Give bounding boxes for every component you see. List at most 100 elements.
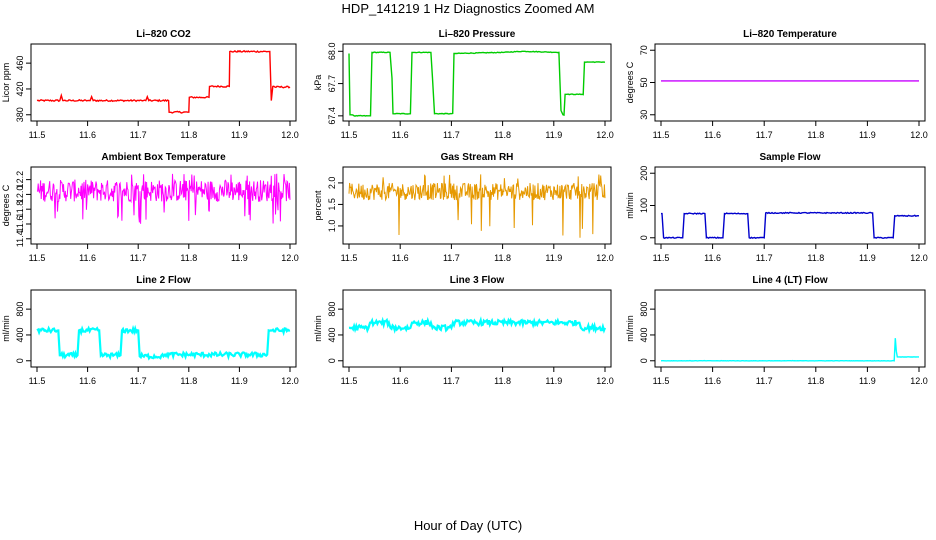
- x-tick-label: 12.0: [596, 253, 614, 263]
- x-tick-label: 11.9: [231, 376, 248, 386]
- x-tick-label: 11.6: [392, 376, 409, 386]
- y-axis-label: degrees C: [1, 184, 11, 226]
- x-tick-label: 11.9: [545, 253, 562, 263]
- x-tick-label: 11.8: [807, 253, 824, 263]
- panel-5: Gas Stream RH percent 11.5 11.6 11.7 11.8 11.9…: [313, 152, 614, 263]
- series-line: [661, 211, 920, 240]
- plot-frame: [654, 166, 926, 245]
- x-tick-label: 11.5: [29, 376, 46, 386]
- plot-frame: [342, 166, 612, 245]
- x-tick-label: 11.7: [130, 376, 147, 386]
- x-tick-label: 11.7: [443, 130, 460, 140]
- series-line: [36, 173, 291, 224]
- x-tick-label: 11.8: [180, 130, 197, 140]
- x-tick-label: 11.7: [443, 253, 460, 263]
- x-tick-label: 11.7: [756, 376, 773, 386]
- x-tick-label: 11.6: [79, 376, 96, 386]
- panel-title: Line 3 Flow: [450, 275, 505, 286]
- y-tick-label: 12.0: [15, 186, 25, 204]
- y-axis-label: kPa: [313, 75, 323, 91]
- y-tick-label: 67.7: [327, 75, 337, 93]
- plot-frame: [654, 43, 926, 122]
- x-tick-label: 11.5: [341, 253, 358, 263]
- x-tick-label: 11.8: [807, 130, 824, 140]
- panel-4: Ambient Box Temperature degrees C 11.5 11.6…: [1, 152, 299, 263]
- panel-title: Li–820 Pressure: [439, 29, 516, 40]
- plot-frame: [342, 289, 612, 368]
- plot-frame: [30, 166, 297, 245]
- y-tick-label: 460: [15, 56, 25, 71]
- y-tick-label: 50: [639, 77, 649, 87]
- y-tick-label: 380: [15, 107, 25, 122]
- y-axis-label: ml/min: [1, 315, 11, 342]
- series-line: [348, 174, 606, 238]
- page-title: HDP_141219 1 Hz Diagnostics Zoomed AM: [341, 1, 595, 16]
- x-tick-label: 12.0: [281, 376, 299, 386]
- y-tick-label: 400: [15, 327, 25, 342]
- y-tick-label: 11.8: [15, 201, 25, 218]
- panel-title: Li–820 CO2: [136, 29, 191, 40]
- y-tick-label: 67.4: [327, 107, 337, 125]
- y-tick-label: 400: [327, 327, 337, 342]
- series-line: [348, 316, 607, 335]
- panel-9: Line 4 (LT) Flow ml/min 11.5 11.6 11.7 11.8 11…: [625, 275, 928, 386]
- x-tick-label: 11.6: [392, 253, 409, 263]
- panel-title: Line 4 (LT) Flow: [752, 275, 828, 286]
- y-tick-label: 800: [327, 302, 337, 317]
- x-tick-label: 11.9: [545, 376, 562, 386]
- y-tick-label: 11.6: [15, 216, 25, 233]
- x-tick-label: 11.8: [494, 130, 511, 140]
- plot-frame: [342, 43, 612, 122]
- x-tick-label: 11.5: [653, 130, 670, 140]
- x-tick-label: 11.9: [859, 130, 876, 140]
- x-tick-label: 11.8: [494, 253, 511, 263]
- x-tick-label: 11.7: [756, 253, 773, 263]
- panel-1: Li–820 CO2 Licor ppm 11.5 11.6 11.7 11.8 11.9 1…: [1, 29, 299, 140]
- y-tick-label: 1.0: [327, 220, 337, 233]
- y-axis-label: ml/min: [625, 315, 635, 342]
- x-tick-label: 11.8: [807, 376, 824, 386]
- x-tick-label: 11.6: [79, 253, 96, 263]
- y-tick-label: 100: [639, 198, 649, 213]
- x-tick-label: 11.5: [653, 253, 670, 263]
- panel-3: Li–820 Temperature degrees C 11.5 11.6 11.7 1…: [625, 29, 928, 140]
- x-tick-label: 11.5: [29, 253, 46, 263]
- x-tick-label: 11.9: [231, 130, 248, 140]
- x-tick-label: 11.5: [29, 130, 46, 140]
- y-tick-label: 0: [639, 235, 649, 240]
- panel-title: Line 2 Flow: [136, 275, 191, 286]
- panel-title: Ambient Box Temperature: [101, 152, 226, 163]
- x-tick-label: 12.0: [596, 130, 614, 140]
- x-tick-label: 11.8: [494, 376, 511, 386]
- y-tick-label: 1.5: [327, 198, 337, 211]
- y-tick-label: 0: [639, 358, 649, 363]
- panel-title: Li–820 Temperature: [743, 29, 837, 40]
- series-line: [348, 50, 606, 117]
- x-tick-label: 11.5: [341, 130, 358, 140]
- x-tick-label: 11.9: [231, 253, 248, 263]
- y-tick-label: 70: [639, 45, 649, 55]
- y-tick-label: 30: [639, 110, 649, 120]
- panel-2: Li–820 Pressure kPa 11.5 11.6 11.7 11.8 11.9 12…: [313, 29, 614, 140]
- x-tick-label: 11.9: [859, 376, 876, 386]
- y-axis-label: percent: [313, 190, 323, 221]
- x-tick-label: 11.7: [756, 130, 773, 140]
- panel-8: Line 3 Flow ml/min 11.5 11.6 11.7 11.8 11.9 12.…: [313, 275, 614, 386]
- x-tick-label: 11.6: [704, 130, 721, 140]
- x-tick-label: 12.0: [281, 130, 299, 140]
- x-tick-label: 11.6: [704, 253, 721, 263]
- y-tick-label: 800: [15, 302, 25, 317]
- x-tick-label: 11.5: [653, 376, 670, 386]
- y-tick-label: 420: [15, 81, 25, 96]
- y-axis-label: ml/min: [625, 192, 635, 219]
- panel-title: Gas Stream RH: [441, 152, 514, 163]
- panel-6: Sample Flow ml/min 11.5 11.6 11.7 11.8 11.9 12.…: [625, 152, 928, 263]
- series-line: [36, 49, 291, 114]
- series-line: [660, 338, 919, 362]
- panel-7: Line 2 Flow ml/min 11.5 11.6 11.7 11.8 11.9 12.…: [1, 275, 299, 386]
- x-tick-label: 11.8: [180, 376, 197, 386]
- y-tick-label: 800: [639, 302, 649, 317]
- panel-title: Sample Flow: [759, 152, 820, 163]
- x-tick-label: 11.9: [545, 130, 562, 140]
